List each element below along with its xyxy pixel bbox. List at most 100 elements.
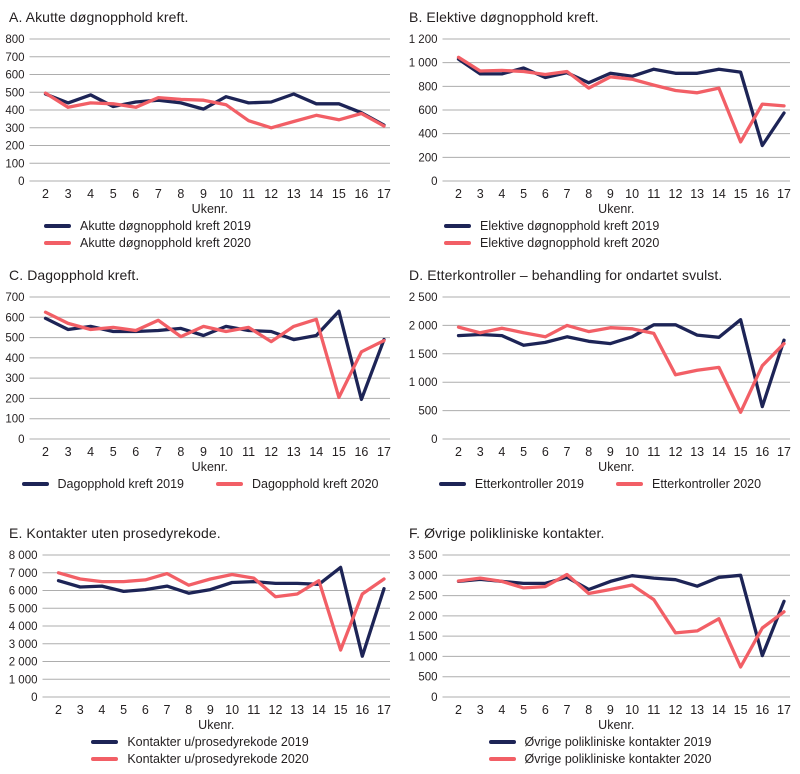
x-tick-label: 12 (269, 703, 283, 717)
y-tick-label: 800 (418, 81, 437, 93)
y-tick-label: 1 000 (409, 377, 438, 389)
x-tick-label: 13 (287, 445, 301, 459)
x-tick-label: 9 (200, 187, 207, 201)
chart-legend-d: Etterkontroller 2019 Etterkontroller 2020 (400, 477, 800, 491)
x-tick-label: 7 (564, 187, 571, 201)
x-tick-label: 8 (585, 187, 592, 201)
legend-label: Dagopphold kreft 2020 (252, 477, 379, 491)
x-tick-label: 12 (669, 703, 683, 717)
chart-panel-c: C. Dagopphold kreft. 0 100 200 300 400 500 600… (0, 258, 400, 516)
x-tick-label: 9 (607, 187, 614, 201)
y-tick-label: 400 (418, 129, 437, 141)
y-tick-label: 1 500 (409, 349, 438, 361)
x-tick-label: 5 (110, 187, 117, 201)
y-tick-label: 0 (31, 692, 37, 704)
x-axis-label: Ukenr. (198, 718, 234, 732)
chart-legend-a: Akutte døgnopphold kreft 2019 Akutte døgn… (0, 219, 400, 250)
line-chart-a: 0 100 200 300 400 500 600 700 800 2 3 4 5 6 7 8 9 10 11 12 1… (5, 34, 391, 216)
y-tick-label: 0 (431, 176, 437, 188)
x-tick-label: 13 (690, 445, 704, 459)
series-line-2020 (456, 323, 786, 414)
x-tick-label: 8 (177, 187, 184, 201)
x-tick-label: 6 (142, 703, 149, 717)
x-tick-label: 11 (647, 445, 660, 459)
legend-line-swatch (444, 223, 471, 229)
x-tick-label: 3 (477, 445, 484, 459)
legend-line-swatch (488, 739, 516, 745)
legend-item: Kontakter u/prosedyrekode 2019 (91, 735, 309, 749)
legend-line-swatch (21, 481, 49, 487)
y-tick-label: 2 500 (409, 292, 438, 304)
y-tick-label: 200 (5, 141, 24, 153)
x-tick-label: 13 (690, 187, 704, 201)
legend-line-swatch (216, 481, 243, 487)
chart-title-a: A. Akutte døgnopphold kreft. (9, 9, 189, 25)
legend-item: Kontakter u/prosedyrekode 2020 (91, 752, 309, 766)
legend-label: Dagopphold kreft 2019 (57, 477, 184, 491)
x-tick-label: 12 (669, 187, 683, 201)
y-tick-label: 2 000 (9, 657, 38, 669)
x-tick-label: 3 (477, 187, 484, 201)
x-tick-label: 15 (332, 445, 346, 459)
x-tick-label: 11 (242, 445, 255, 459)
legend-item: Akutte døgnopphold kreft 2020 (44, 236, 251, 250)
x-tick-label: 4 (98, 703, 105, 717)
legend-item: Akutte døgnopphold kreft 2019 (44, 219, 251, 233)
y-tick-label: 400 (5, 105, 24, 117)
y-tick-label: 700 (5, 292, 24, 304)
x-tick-label: 8 (185, 703, 192, 717)
x-tick-label: 5 (520, 187, 527, 201)
x-tick-label: 10 (625, 187, 639, 201)
x-tick-label: 10 (625, 703, 639, 717)
x-tick-label: 7 (564, 445, 571, 459)
legend-label: Øvrige polikliniske kontakter 2020 (524, 752, 712, 766)
x-tick-label: 14 (309, 445, 323, 459)
x-tick-label: 7 (155, 445, 162, 459)
y-tick-label: 200 (418, 152, 437, 164)
x-tick-label: 9 (607, 445, 614, 459)
x-tick-label: 7 (164, 703, 171, 717)
series-line-2019 (456, 318, 786, 409)
x-tick-label: 16 (354, 187, 368, 201)
x-tick-label: 5 (520, 703, 527, 717)
x-tick-label: 6 (542, 445, 549, 459)
y-tick-label: 5 000 (9, 603, 38, 615)
x-tick-label: 8 (585, 445, 592, 459)
y-tick-label: 0 (431, 692, 437, 704)
x-tick-label: 12 (264, 445, 278, 459)
x-tick-label: 11 (647, 187, 660, 201)
y-tick-label: 700 (5, 52, 24, 64)
x-tick-label: 6 (132, 445, 139, 459)
x-tick-label: 2 (455, 187, 462, 201)
x-tick-label: 3 (65, 445, 72, 459)
x-tick-label: 12 (669, 445, 683, 459)
x-tick-label: 4 (498, 187, 505, 201)
chart-legend-c: Dagopphold kreft 2019 Dagopphold kreft 20… (0, 477, 400, 491)
y-tick-label: 300 (5, 123, 24, 135)
x-tick-label: 2 (455, 703, 462, 717)
x-tick-label: 16 (755, 445, 769, 459)
legend-line-swatch (44, 223, 71, 229)
chart-panel-f: F. Øvrige polikliniske kontakter. 0 500 1 … (400, 516, 800, 774)
y-tick-label: 8 000 (9, 550, 38, 562)
y-tick-label: 7 000 (9, 568, 38, 580)
x-tick-label: 6 (132, 187, 139, 201)
y-tick-label: 2 000 (409, 320, 438, 332)
y-tick-label: 400 (5, 353, 24, 365)
chart-title-e: E. Kontakter uten prosedyrekode. (9, 525, 221, 541)
series-line-2020 (456, 55, 786, 144)
x-tick-label: 10 (225, 703, 239, 717)
chart-legend-b: Elektive døgnopphold kreft 2019 Elektive … (400, 219, 800, 250)
series-line-2020 (43, 310, 386, 400)
x-tick-label: 8 (177, 445, 184, 459)
y-tick-label: 600 (5, 312, 24, 324)
x-tick-label: 17 (377, 445, 391, 459)
x-tick-label: 4 (498, 703, 505, 717)
chart-legend-f: Øvrige polikliniske kontakter 2019 Øvrige… (400, 735, 800, 766)
x-tick-label: 11 (242, 187, 255, 201)
y-tick-label: 4 000 (9, 621, 38, 633)
x-axis-label: Ukenr. (192, 460, 228, 474)
x-tick-label: 3 (477, 703, 484, 717)
legend-label: Elektive døgnopphold kreft 2019 (480, 219, 660, 233)
